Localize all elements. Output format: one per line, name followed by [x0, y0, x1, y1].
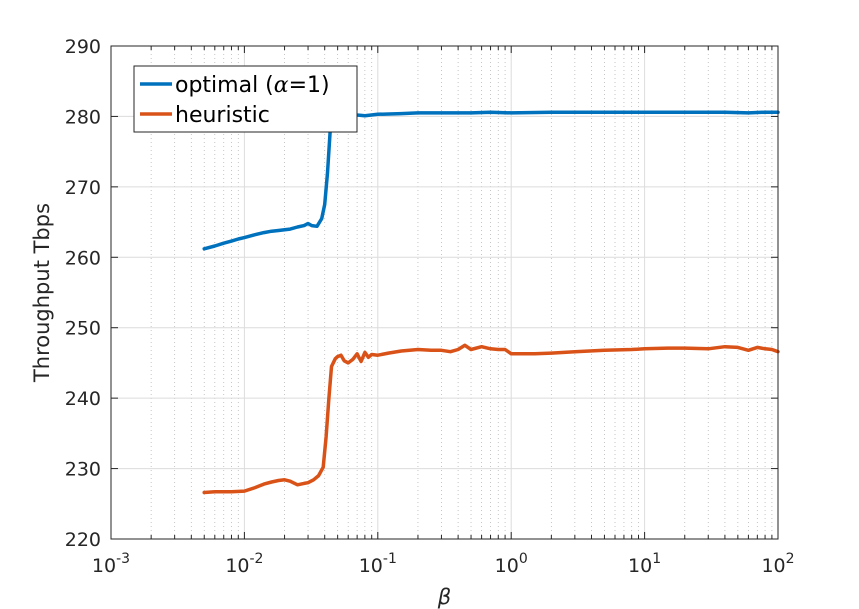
- legend-entry-label: heuristic: [175, 103, 270, 128]
- y-axis-label: Throughput Tbps: [30, 203, 54, 383]
- series-line-heuristic: [202, 343, 780, 495]
- x-tick-label: 102: [761, 551, 794, 577]
- legend: optimal (α=1) heuristic: [133, 65, 358, 133]
- y-tick-label: 230: [65, 459, 101, 481]
- y-tick-label: 250: [65, 318, 101, 340]
- x-tick-label: 10-3: [92, 551, 130, 577]
- legend-box: [133, 65, 358, 133]
- plot-frame: [110, 45, 779, 540]
- y-tick-label: 260: [65, 247, 101, 269]
- x-tick-label: 10-2: [225, 551, 263, 577]
- series-lines: [202, 109, 780, 495]
- y-tick-label: 280: [65, 106, 101, 128]
- x-tick-label: 100: [495, 551, 528, 577]
- axis-ticks: 10-3 10-2 10-1 100 101 102 220 230 240 250 260 270 2…: [65, 36, 795, 577]
- y-tick-label: 270: [65, 177, 101, 199]
- x-tick-label: 101: [628, 551, 661, 577]
- x-axis-label: β: [437, 585, 451, 609]
- y-tick-label: 290: [65, 36, 101, 58]
- y-tick-label: 220: [65, 529, 101, 551]
- y-tick-label: 240: [65, 388, 101, 410]
- x-tick-label: 10-1: [359, 551, 397, 577]
- legend-entry-label: optimal (α=1): [175, 73, 330, 98]
